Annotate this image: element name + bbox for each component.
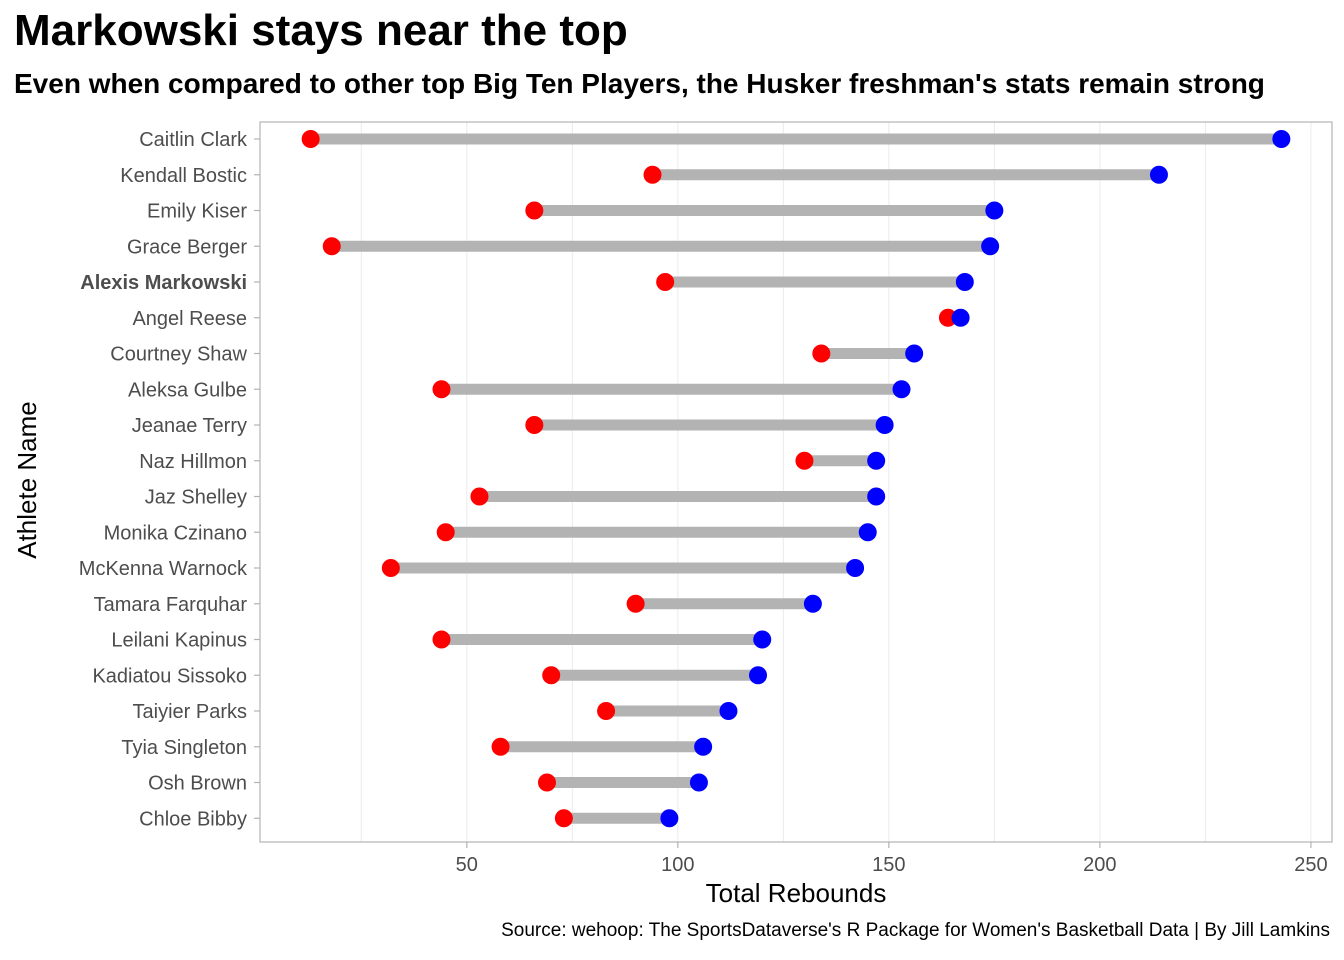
high-point: [689, 773, 708, 792]
y-tick-label: Leilani Kapinus: [111, 630, 247, 652]
x-tick-label: 100: [661, 854, 694, 876]
low-point: [812, 344, 831, 363]
x-axis-tick-labels: 50 100 150 200 250: [456, 842, 1328, 876]
low-point: [381, 559, 400, 577]
y-tick-label: Alexis Markowski: [80, 272, 247, 294]
y-tick-label: Caitlin Clark: [139, 129, 248, 151]
x-tick-label: 150: [872, 854, 905, 876]
low-point: [470, 487, 489, 506]
high-point: [803, 594, 822, 613]
high-point: [719, 702, 738, 720]
high-point: [985, 201, 1004, 220]
y-axis-tick-labels: Caitlin Clark Kendall Bostic Emily Kiser Gr…: [79, 129, 260, 830]
low-point: [436, 523, 455, 542]
low-point: [597, 702, 616, 720]
y-tick-label: Courtney Shaw: [110, 344, 247, 366]
y-tick-label: Chloe Bibby: [139, 808, 247, 830]
points: [301, 130, 1291, 828]
y-tick-label: Kadiatou Sissoko: [92, 665, 247, 687]
y-tick-label: Jaz Shelley: [145, 487, 247, 509]
chart-subtitle: Even when compared to other top Big Ten …: [14, 68, 1265, 99]
y-tick-label: Grace Berger: [127, 236, 247, 258]
grid-lines: [360, 122, 1312, 842]
y-tick-label: Kendall Bostic: [120, 165, 247, 187]
low-point: [322, 237, 341, 256]
high-point: [858, 523, 877, 542]
x-tick-label: 250: [1294, 854, 1327, 876]
low-point: [554, 809, 573, 828]
high-point: [905, 344, 924, 363]
high-point: [867, 451, 886, 470]
high-point: [753, 630, 772, 649]
low-point: [525, 416, 544, 434]
high-point: [867, 487, 886, 506]
y-tick-label: Aleksa Gulbe: [128, 379, 247, 401]
y-tick-label: Tyia Singleton: [121, 737, 247, 759]
low-point: [795, 451, 814, 470]
low-point: [491, 737, 510, 756]
high-point: [875, 416, 894, 434]
y-tick-label: Angel Reese: [132, 308, 247, 330]
low-point: [525, 201, 544, 220]
x-axis-title: Total Rebounds: [706, 878, 887, 908]
high-point: [846, 559, 865, 577]
high-point: [694, 737, 713, 756]
low-point: [938, 308, 957, 327]
x-tick-label: 50: [456, 854, 478, 876]
y-tick-label: McKenna Warnock: [79, 558, 248, 580]
high-point: [749, 666, 768, 685]
y-tick-label: Osh Brown: [148, 773, 247, 795]
y-tick-label: Tamara Farquhar: [94, 594, 248, 616]
low-point: [432, 630, 451, 649]
chart-caption: Source: wehoop: The SportsDataverse's R …: [501, 920, 1330, 941]
panel-border: [259, 121, 1333, 843]
high-point: [892, 380, 911, 399]
low-point: [537, 773, 556, 792]
chart-title: Markowski stays near the top: [14, 6, 628, 55]
x-tick-label: 200: [1083, 854, 1116, 876]
high-point: [1149, 165, 1168, 184]
low-point: [542, 666, 561, 685]
low-point: [643, 165, 662, 184]
high-point: [955, 273, 974, 291]
low-point: [301, 130, 320, 148]
low-point: [656, 273, 675, 291]
high-point: [981, 237, 1000, 256]
y-tick-label: Monika Czinano: [104, 522, 247, 544]
y-tick-label: Jeanae Terry: [132, 415, 247, 437]
high-point: [1272, 130, 1291, 148]
y-tick-label: Emily Kiser: [147, 201, 247, 223]
low-point: [432, 380, 451, 399]
low-point: [626, 594, 645, 613]
segments: [310, 133, 1282, 824]
y-axis-title: Athlete Name: [12, 401, 42, 559]
y-tick-label: Naz Hillmon: [139, 451, 247, 473]
high-point: [660, 809, 679, 828]
y-tick-label: Taiyier Parks: [133, 701, 247, 723]
high-point: [951, 308, 970, 327]
